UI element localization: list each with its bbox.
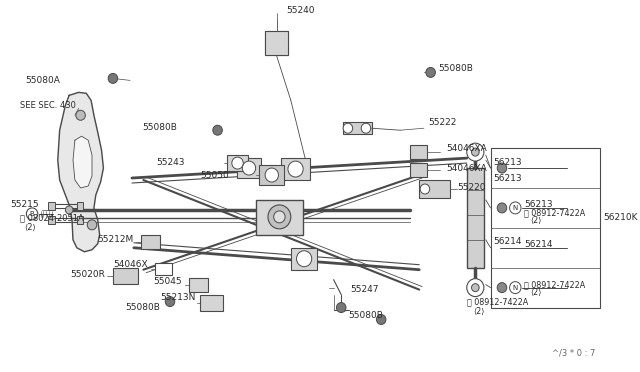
Text: 56214: 56214 [524,240,552,249]
Circle shape [497,163,507,173]
Text: 54046XA: 54046XA [446,144,486,153]
Text: B: B [29,211,35,217]
Text: 55247: 55247 [351,285,380,294]
Text: 55020R: 55020R [70,270,106,279]
Text: 55050: 55050 [200,170,229,180]
Text: Ⓝ 08912-7422A: Ⓝ 08912-7422A [467,297,528,306]
Bar [77,202,83,210]
Circle shape [296,251,312,267]
Text: 55212M: 55212M [98,235,134,244]
Bar [343,122,372,134]
Text: 55080B: 55080B [125,303,161,312]
Bar [155,263,172,275]
Circle shape [509,282,521,294]
Circle shape [288,161,303,177]
Text: ⟨2⟩: ⟨2⟩ [474,307,485,316]
Circle shape [343,123,353,133]
Text: Ⓑ 08024-2051A: Ⓑ 08024-2051A [20,214,83,222]
Bar [227,155,248,171]
Bar [255,200,303,235]
Text: N: N [513,205,518,211]
Text: 55213N: 55213N [160,293,196,302]
Text: 55222: 55222 [429,118,457,127]
Text: 55080B: 55080B [142,123,177,132]
Text: 56214: 56214 [493,237,522,246]
Circle shape [268,205,291,229]
Circle shape [426,67,435,77]
Bar [410,163,427,177]
Text: 56213: 56213 [493,173,522,183]
Text: 54046XA: 54046XA [446,164,486,173]
Bar [200,295,223,311]
Circle shape [467,143,484,161]
Bar [490,148,600,308]
Bar [237,158,261,178]
Bar [77,216,83,224]
Circle shape [108,73,118,83]
Bar [141,235,161,249]
Bar [48,216,55,224]
Text: 55240: 55240 [286,6,314,15]
Text: SEE SEC. 430: SEE SEC. 430 [20,101,76,110]
Bar [189,278,208,292]
Circle shape [509,202,521,214]
Text: 55220: 55220 [457,183,486,192]
Text: 55080B: 55080B [438,64,473,73]
Text: ⟨2⟩: ⟨2⟩ [24,223,36,232]
Circle shape [472,148,479,156]
Circle shape [232,157,243,169]
Polygon shape [265,31,288,55]
Text: 56213: 56213 [524,201,552,209]
Circle shape [361,123,371,133]
Bar [113,268,138,283]
Circle shape [243,161,255,175]
Bar [291,248,317,270]
Polygon shape [58,92,104,252]
Bar [282,158,310,180]
Circle shape [76,110,85,120]
Circle shape [265,168,278,182]
Circle shape [376,314,386,324]
Text: 55243: 55243 [157,158,185,167]
Text: Ⓝ 08912-7422A: Ⓝ 08912-7422A [524,208,585,217]
Circle shape [472,283,479,292]
Text: ⟨2⟩: ⟨2⟩ [531,288,542,297]
Circle shape [65,206,73,214]
Circle shape [213,125,222,135]
Circle shape [87,220,97,230]
Circle shape [497,283,507,293]
Circle shape [337,302,346,312]
Text: Ⓝ 08912-7422A: Ⓝ 08912-7422A [524,280,585,289]
Text: 55080A: 55080A [25,76,60,85]
Polygon shape [73,136,92,188]
Text: 54046X: 54046X [113,260,148,269]
Bar [419,180,450,198]
Bar [410,145,427,159]
Bar [48,202,55,210]
Bar [259,165,284,185]
Text: N: N [513,285,518,291]
Text: 56210K: 56210K [604,214,638,222]
Bar [467,168,484,268]
Text: 55045: 55045 [153,277,181,286]
Text: ⟨2⟩: ⟨2⟩ [531,217,542,225]
Circle shape [420,184,429,194]
Circle shape [26,208,38,220]
Text: ^/3 * 0 : 7: ^/3 * 0 : 7 [552,348,595,357]
Circle shape [497,203,507,213]
Circle shape [274,211,285,223]
Text: 55080B: 55080B [348,311,383,320]
Text: 56213: 56213 [493,158,522,167]
Text: 55215: 55215 [10,201,39,209]
Circle shape [165,296,175,307]
Circle shape [467,279,484,296]
